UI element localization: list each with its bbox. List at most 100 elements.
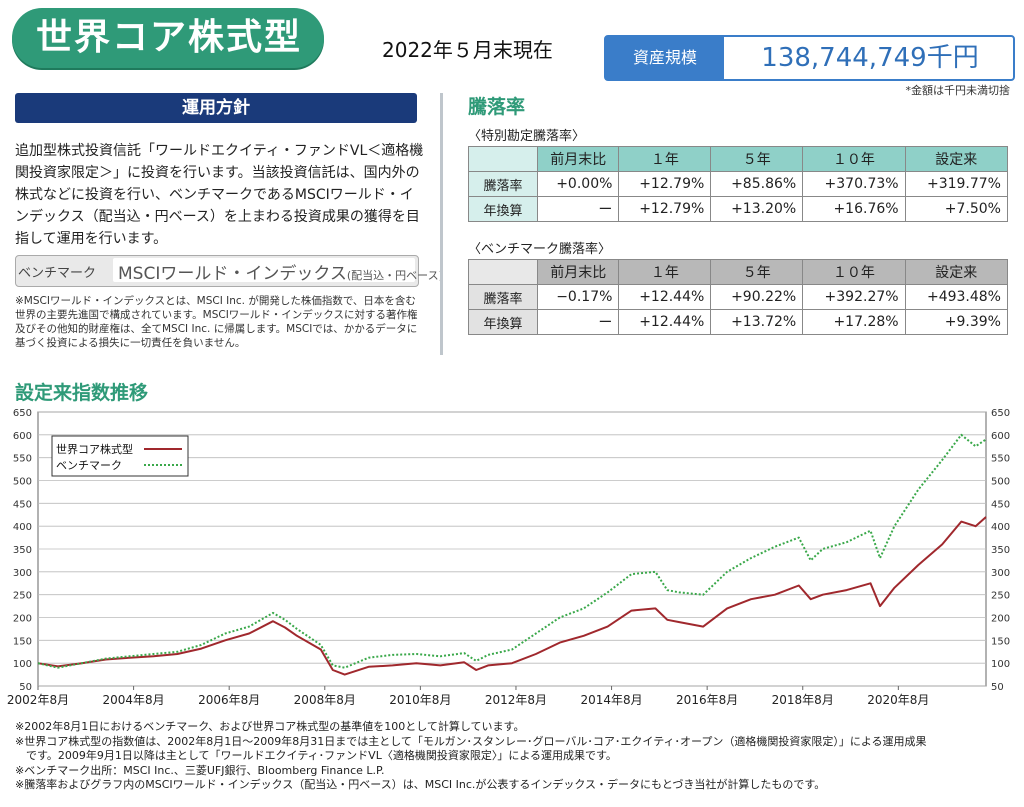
footnote: です。2009年9月1日以降は主として「ワールドエクイティ･ファンドVL〈適格機… (15, 749, 617, 762)
y-tick-label-right: 550 (991, 454, 1010, 465)
column-header: １年 (618, 146, 712, 172)
table-cell: +0.00% (536, 171, 620, 197)
column-header: ５年 (710, 146, 804, 172)
footnote: ※ベンチマーク出所：MSCI Inc.、三菱UFJ銀行、Bloomberg Fi… (15, 763, 385, 777)
table-cell: ー (536, 309, 620, 335)
column-header: 設定来 (904, 259, 1009, 285)
row-label: 騰落率 (468, 171, 538, 197)
table-cell: +319.77% (904, 171, 1009, 197)
benchmark-name-main: MSCIワールド・インデックス (118, 264, 347, 284)
footnotes: ※2002年8月1日におけるベンチマーク、および世界コア株式型の基準値を100と… (15, 720, 1015, 793)
special-returns-table: 前月末比 １年 ５年 １０年 設定来 騰落率 +0.00% +12.79% +8… (468, 146, 1009, 222)
table-cell: +12.44% (618, 309, 712, 335)
x-tick-label: 2020年8月 (867, 693, 929, 707)
y-tick-label-right: 150 (991, 636, 1010, 647)
table-cell: +7.50% (904, 196, 1009, 222)
y-tick-label: 650 (13, 408, 32, 419)
column-header: 前月末比 (536, 146, 620, 172)
row-label: 騰落率 (468, 284, 538, 310)
row-label: 年換算 (468, 309, 538, 335)
benchmark-returns-table: 前月末比 １年 ５年 １０年 設定来 騰落率 −0.17% +12.44% +9… (468, 259, 1009, 335)
table-cell: +90.22% (710, 284, 804, 310)
column-header: 前月末比 (536, 259, 620, 285)
aum-value: 138,744,749千円 (761, 43, 979, 73)
y-tick-label-right: 350 (991, 545, 1010, 556)
returns-title: 騰落率 (468, 96, 526, 118)
benchmark-returns-subtitle: 〈ベンチマーク騰落率〉 (468, 242, 612, 257)
benchmark-label: ベンチマーク (18, 266, 97, 281)
section-divider (440, 93, 443, 355)
table-cell: +13.72% (710, 309, 804, 335)
as-of-date: 2022年５月末現在 (382, 38, 553, 62)
benchmark-name-box (113, 258, 415, 282)
y-tick-label-right: 300 (991, 568, 1010, 579)
y-tick-label: 400 (13, 522, 32, 533)
table-row: 騰落率 −0.17% +12.44% +90.22% +392.27% +493… (468, 284, 1009, 310)
column-header: １０年 (802, 146, 906, 172)
legend-label: ベンチマーク (56, 459, 122, 472)
y-tick-label-right: 600 (991, 431, 1010, 442)
table-header-row: 前月末比 １年 ５年 １０年 設定来 (468, 259, 1009, 285)
legend-box (51, 435, 189, 477)
x-tick-label: 2018年8月 (772, 693, 834, 707)
footnote: ※2002年8月1日におけるベンチマーク、および世界コア株式型の基準値を100と… (15, 720, 525, 733)
y-tick-label: 600 (13, 431, 32, 442)
x-tick-label: 2002年8月 (7, 693, 69, 707)
column-header: １０年 (802, 259, 906, 285)
x-tick-label: 2014年8月 (580, 693, 642, 707)
table-cell: +12.44% (618, 284, 712, 310)
chart-title: 設定来指数推移 (15, 382, 149, 404)
y-tick-label: 450 (13, 499, 32, 510)
column-header: ５年 (710, 259, 804, 285)
x-tick-label: 2008年8月 (294, 693, 356, 707)
row-label: 年換算 (468, 196, 538, 222)
y-tick-label-right: 100 (991, 659, 1010, 670)
aum-label: 資産規模 (606, 37, 724, 79)
benchmark-name: MSCIワールド・インデックス(配当込・円ベース) (118, 259, 443, 284)
x-tick-label: 2006年8月 (198, 693, 260, 707)
table-cell: +392.27% (802, 284, 906, 310)
table-row: 年換算 ー +12.44% +13.72% +17.28% +9.39% (468, 309, 1009, 335)
table-row: 騰落率 +0.00% +12.79% +85.86% +370.73% +319… (468, 171, 1009, 197)
y-tick-label: 150 (13, 636, 32, 647)
table-cell: +85.86% (710, 171, 804, 197)
index-chart: 50 50 100 100 150 150 200 200 250 250 300 300 350 350… (7, 408, 1010, 707)
y-tick-label: 250 (13, 591, 32, 602)
legend-label: 世界コア株式型 (56, 442, 133, 456)
table-cell: +9.39% (904, 309, 1009, 335)
aum-box (604, 35, 1015, 81)
y-tick-label-right: 500 (991, 477, 1010, 488)
series-line (37, 433, 987, 669)
table-cell: −0.17% (536, 284, 620, 310)
page-title: 世界コア株式型 (12, 8, 324, 68)
table-cell: +17.28% (802, 309, 906, 335)
y-tick-label: 100 (13, 659, 32, 670)
series-line (37, 516, 987, 676)
y-tick-label-right: 450 (991, 499, 1010, 510)
benchmark-note: ※MSCIワールド・インデックスとは、MSCI Inc. が開発した株価指数で、… (15, 295, 418, 349)
footnote: ※騰落率およびグラフ内のMSCIワールド・インデックス（配当込・円ベース）は、M… (15, 778, 826, 791)
y-tick-label-right: 250 (991, 591, 1010, 602)
column-header: 設定来 (904, 146, 1009, 172)
policy-heading: 運用方針 (15, 93, 417, 123)
x-tick-label: 2012年8月 (485, 693, 547, 707)
y-tick-label-right: 50 (991, 682, 1004, 693)
table-row: 年換算 ー +12.79% +13.20% +16.76% +7.50% (468, 196, 1009, 222)
y-tick-label: 500 (13, 477, 32, 488)
column-header: １年 (618, 259, 712, 285)
y-tick-label: 550 (13, 454, 32, 465)
aum-note: *金額は千円未満切捨 (905, 84, 1011, 97)
table-cell: +493.48% (904, 284, 1009, 310)
table-header-row: 前月末比 １年 ５年 １０年 設定来 (468, 146, 1009, 172)
table-cell: +370.73% (802, 171, 906, 197)
x-tick-label: 2004年8月 (102, 693, 164, 707)
y-tick-label: 300 (13, 568, 32, 579)
table-corner (468, 146, 538, 172)
table-cell: +16.76% (802, 196, 906, 222)
table-cell: +13.20% (710, 196, 804, 222)
benchmark-name-suffix: (配当込・円ベース) (346, 269, 443, 282)
table-cell: +12.79% (618, 171, 712, 197)
policy-text: 追加型株式投資信託「ワールドエクイティ・ファンドVL＜適格機関投資家限定＞」に投… (15, 143, 424, 247)
y-tick-label-right: 200 (991, 614, 1010, 625)
y-tick-label: 200 (13, 614, 32, 625)
